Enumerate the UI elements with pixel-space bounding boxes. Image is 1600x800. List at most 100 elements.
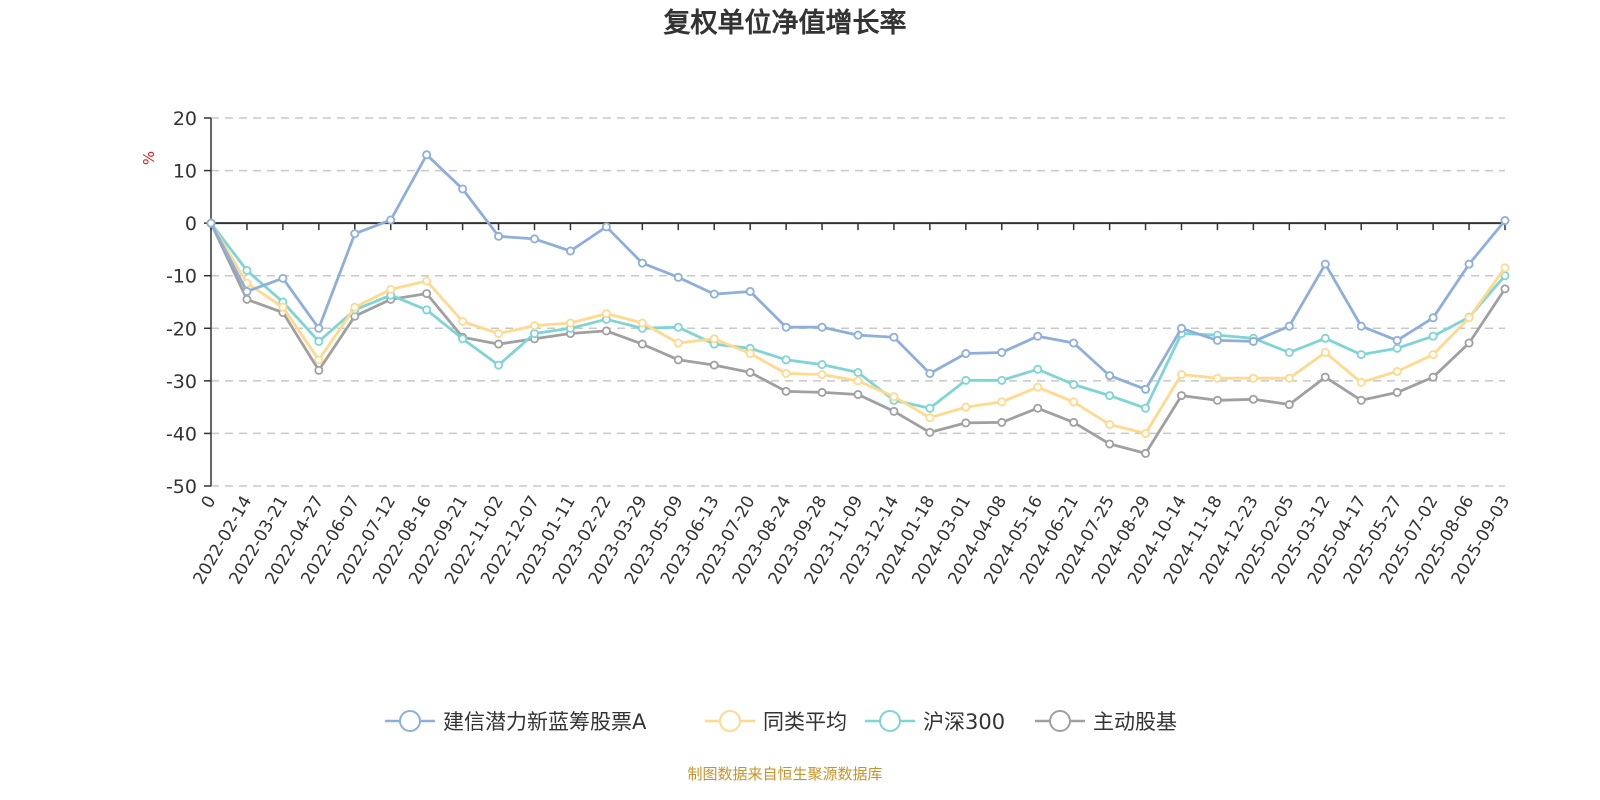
data-point	[1105, 419, 1115, 429]
data-point	[1212, 335, 1222, 345]
y-axis: 20 10 0 -10 -20 -30 -40 -50	[166, 108, 212, 498]
data-point	[1392, 335, 1402, 345]
data-point	[530, 329, 540, 339]
data-point	[853, 330, 863, 340]
data-point	[853, 367, 863, 377]
legend-label: 建信潜力新蓝筹股票A	[443, 710, 647, 734]
data-point	[817, 387, 827, 397]
data-point	[1141, 448, 1151, 458]
data-point	[1069, 417, 1079, 427]
data-point	[1069, 338, 1079, 348]
data-point	[601, 222, 611, 232]
data-point	[1284, 400, 1294, 410]
data-point	[889, 406, 899, 416]
data-point	[1177, 391, 1187, 401]
data-point	[781, 386, 791, 396]
data-point	[1141, 384, 1151, 394]
data-point	[458, 316, 468, 326]
data-point	[745, 349, 755, 359]
data-point	[530, 321, 540, 331]
data-point	[637, 339, 647, 349]
data-point	[1392, 366, 1402, 376]
data-point	[1428, 313, 1438, 323]
series-0	[206, 150, 1510, 394]
data-point	[530, 234, 540, 244]
data-point	[781, 368, 791, 378]
data-point	[314, 355, 324, 365]
data-point	[961, 375, 971, 385]
data-point	[350, 302, 360, 312]
data-point	[817, 322, 827, 332]
data-point	[242, 286, 252, 296]
data-point	[925, 427, 935, 437]
data-point	[1033, 382, 1043, 392]
data-point	[1284, 373, 1294, 383]
data-source-footer: 制图数据来自恒生聚源数据库	[687, 765, 882, 783]
data-point	[1464, 338, 1474, 348]
data-point	[565, 318, 575, 328]
legend-item[interactable]: 建信潜力新蓝筹股票A	[385, 710, 647, 734]
data-point	[997, 375, 1007, 385]
data-point	[1284, 347, 1294, 357]
y-axis-unit: %	[140, 151, 158, 165]
data-point	[673, 338, 683, 348]
series-1	[206, 218, 1510, 438]
data-point	[673, 355, 683, 365]
data-point	[997, 347, 1007, 357]
data-point	[889, 332, 899, 342]
y-tick-label: 20	[173, 108, 197, 130]
data-point	[673, 272, 683, 282]
data-point	[422, 150, 432, 160]
data-point	[709, 289, 719, 299]
legend-item[interactable]: 同类平均	[705, 710, 847, 734]
data-point	[1356, 350, 1366, 360]
y-tick-label: 0	[185, 213, 197, 235]
data-point	[1320, 372, 1330, 382]
data-point	[925, 413, 935, 423]
data-point	[1105, 439, 1115, 449]
data-point	[853, 390, 863, 400]
data-point	[1392, 343, 1402, 353]
data-point	[1069, 397, 1079, 407]
y-tick-label: -40	[166, 423, 197, 445]
data-point	[1248, 336, 1258, 346]
data-point	[817, 370, 827, 380]
data-point	[278, 302, 288, 312]
data-point	[458, 334, 468, 344]
data-point	[494, 329, 504, 339]
data-point	[961, 402, 971, 412]
data-point	[278, 273, 288, 283]
data-point	[1428, 372, 1438, 382]
legend-item[interactable]: 主动股基	[1035, 710, 1177, 734]
legend-label: 主动股基	[1093, 710, 1177, 734]
data-point	[745, 367, 755, 377]
legend-circle-icon	[1049, 710, 1071, 732]
data-point	[422, 305, 432, 315]
data-point	[422, 276, 432, 286]
y-tick-label: -50	[166, 476, 197, 498]
data-point	[1033, 364, 1043, 374]
data-point	[242, 294, 252, 304]
data-point	[1248, 373, 1258, 383]
data-point	[1105, 371, 1115, 381]
legend-circle-icon	[399, 710, 421, 732]
data-point	[997, 417, 1007, 427]
data-point	[1177, 370, 1187, 380]
y-tick-label: -30	[166, 371, 197, 393]
legend-item[interactable]: 沪深300	[865, 710, 1005, 734]
data-point	[386, 284, 396, 294]
data-point	[350, 229, 360, 239]
data-point	[853, 376, 863, 386]
legend: 建信潜力新蓝筹股票A 同类平均 沪深300 主动股基	[385, 710, 1177, 734]
data-point	[925, 368, 935, 378]
data-point	[422, 289, 432, 299]
data-point	[1033, 331, 1043, 341]
data-point	[1356, 321, 1366, 331]
data-point	[1284, 321, 1294, 331]
data-point	[781, 322, 791, 332]
data-point	[889, 392, 899, 402]
y-tick-label: -20	[166, 318, 197, 340]
series-line	[209, 153, 1507, 391]
data-point	[1500, 284, 1510, 294]
data-point	[709, 334, 719, 344]
